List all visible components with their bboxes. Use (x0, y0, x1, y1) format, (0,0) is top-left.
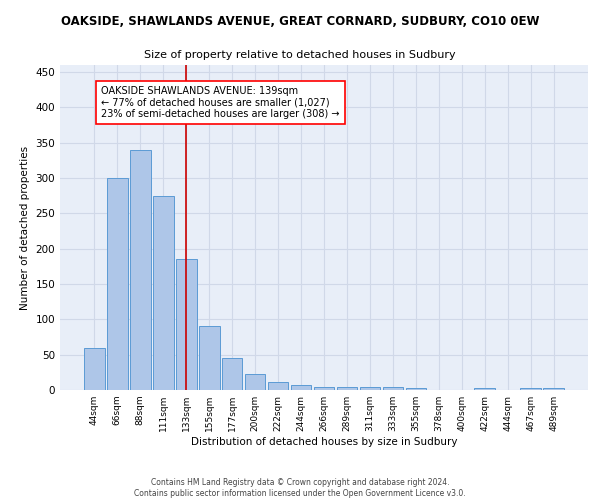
Bar (406, 388, 426, 390)
Bar (176, 260, 197, 390)
Bar (290, 385, 311, 390)
X-axis label: Distribution of detached houses by size in Sudbury: Distribution of detached houses by size … (191, 437, 457, 447)
Bar (245, 374, 265, 390)
Bar (130, 150, 151, 390)
Bar (359, 387, 380, 390)
Bar (268, 382, 289, 390)
Y-axis label: Number of detached properties: Number of detached properties (20, 146, 30, 310)
Bar (153, 196, 173, 390)
Bar (199, 326, 220, 390)
Bar (84, 348, 104, 390)
Text: Size of property relative to detached houses in Sudbury: Size of property relative to detached ho… (144, 50, 456, 60)
Text: OAKSIDE SHAWLANDS AVENUE: 139sqm
← 77% of detached houses are smaller (1,027)
23: OAKSIDE SHAWLANDS AVENUE: 139sqm ← 77% o… (101, 86, 340, 120)
Bar (475, 388, 495, 390)
Bar (520, 388, 541, 390)
Text: Contains HM Land Registry data © Crown copyright and database right 2024.
Contai: Contains HM Land Registry data © Crown c… (134, 478, 466, 498)
Bar (222, 358, 242, 390)
Bar (314, 387, 334, 390)
Text: OAKSIDE, SHAWLANDS AVENUE, GREAT CORNARD, SUDBURY, CO10 0EW: OAKSIDE, SHAWLANDS AVENUE, GREAT CORNARD… (61, 15, 539, 28)
Bar (383, 387, 403, 390)
Bar (544, 388, 564, 390)
Bar (107, 178, 128, 390)
Bar (337, 387, 358, 390)
